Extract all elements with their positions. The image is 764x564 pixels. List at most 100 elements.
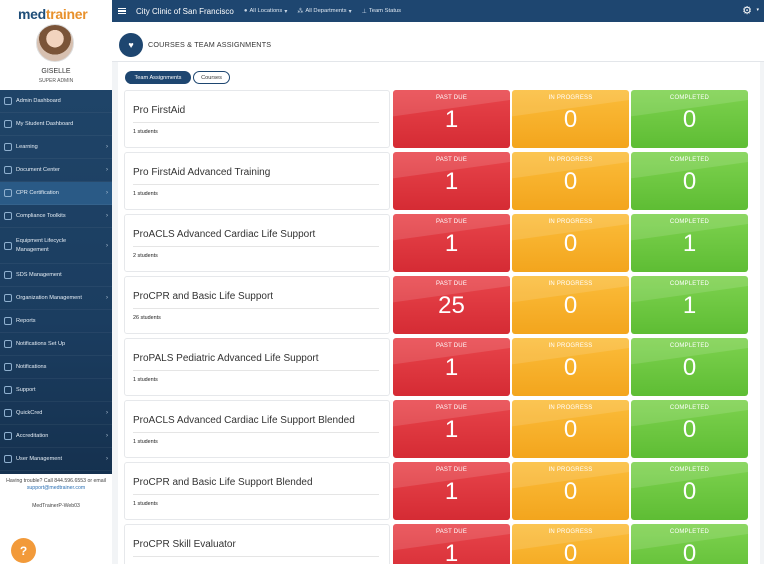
past-due-tile[interactable]: PAST DUE 1 [393, 214, 510, 272]
sidebar-item-quickcred[interactable]: QuickCred › [0, 402, 112, 425]
chevron-right-icon: › [106, 295, 108, 301]
completed-tile[interactable]: COMPLETED 1 [631, 214, 748, 272]
sidebar-item-accreditation[interactable]: Accreditation › [0, 425, 112, 448]
chevron-right-icon: › [106, 410, 108, 416]
clinic-selector[interactable]: City Clinic of San Francisco [136, 6, 234, 16]
in-progress-tile[interactable]: IN PROGRESS 0 [512, 90, 629, 148]
sidebar-item-document-center[interactable]: Document Center › [0, 159, 112, 182]
in-progress-label: IN PROGRESS [548, 157, 593, 163]
completed-label: COMPLETED [669, 467, 710, 473]
course-card[interactable]: Pro FirstAid 1 students [124, 90, 390, 148]
past-due-count: 1 [444, 354, 459, 381]
course-name: ProCPR Skill Evaluator [133, 539, 236, 550]
student-count: 1 students [133, 191, 158, 197]
course-card[interactable]: ProPALS Pediatric Advanced Life Support 1… [124, 338, 390, 396]
sidebar-item-my-student-dashboard[interactable]: My Student Dashboard [0, 113, 112, 136]
sidebar-item-learning[interactable]: Learning › [0, 136, 112, 159]
in-progress-label: IN PROGRESS [548, 95, 593, 101]
past-due-tile[interactable]: PAST DUE 1 [393, 338, 510, 396]
hamburger-menu-icon[interactable] [118, 7, 126, 15]
in-progress-count: 0 [563, 540, 578, 564]
sidebar-item-label: User Management [16, 455, 63, 462]
in-progress-tile[interactable]: IN PROGRESS 0 [512, 152, 629, 210]
chevron-down-icon: ▾ [348, 8, 352, 15]
bell-icon [4, 363, 12, 371]
support-email-link[interactable]: support@medtrainer.com [26, 485, 86, 492]
sidebar-item-user-management[interactable]: User Management › [0, 448, 112, 471]
in-progress-tile[interactable]: IN PROGRESS 0 [512, 338, 629, 396]
in-progress-count: 0 [563, 354, 578, 381]
sidebar-item-support[interactable]: Support [0, 379, 112, 402]
course-card[interactable]: Pro FirstAid Advanced Training 1 students [124, 152, 390, 210]
in-progress-tile[interactable]: IN PROGRESS 0 [512, 276, 629, 334]
sidebar-item-label: Equipment Lifecycle Management [16, 237, 67, 253]
past-due-tile[interactable]: PAST DUE 1 [393, 400, 510, 458]
gear-icon[interactable]: ⚙ [742, 5, 752, 17]
past-due-tile[interactable]: PAST DUE 1 [393, 90, 510, 148]
medtrainer-logo[interactable]: medtrainer [18, 6, 88, 22]
divider [133, 122, 379, 123]
chevron-right-icon: › [106, 242, 108, 249]
course-card[interactable]: ProCPR and Basic Life Support Blended 1 s… [124, 462, 390, 520]
course-card[interactable]: ProCPR Skill Evaluator [124, 524, 390, 564]
chevron-right-icon: › [106, 433, 108, 439]
course-name: Pro FirstAid [133, 105, 186, 116]
chevron-right-icon: › [106, 144, 108, 150]
help-button[interactable]: ? [11, 538, 36, 563]
chevron-down-icon: ▾ [284, 8, 288, 15]
in-progress-count: 0 [563, 230, 578, 257]
chevron-down-icon[interactable]: ▾ [756, 7, 759, 13]
student-icon [4, 120, 12, 128]
course-row: ProPALS Pediatric Advanced Life Support 1… [124, 338, 748, 396]
course-row: ProACLS Advanced Cardiac Life Support Bl… [124, 400, 748, 458]
in-progress-count: 0 [563, 292, 578, 319]
completed-tile[interactable]: COMPLETED 0 [631, 90, 748, 148]
users-icon [4, 455, 12, 463]
sidebar-item-label: QuickCred [16, 409, 43, 416]
in-progress-tile[interactable]: IN PROGRESS 0 [512, 524, 629, 564]
completed-tile[interactable]: COMPLETED 1 [631, 276, 748, 334]
completed-tile[interactable]: COMPLETED 0 [631, 524, 748, 564]
top-bar: City Clinic of San Francisco ● All Locat… [112, 0, 764, 22]
completed-tile[interactable]: COMPLETED 0 [631, 152, 748, 210]
in-progress-tile[interactable]: IN PROGRESS 0 [512, 400, 629, 458]
in-progress-tile[interactable]: IN PROGRESS 0 [512, 214, 629, 272]
course-card[interactable]: ProCPR and Basic Life Support 26 students [124, 276, 390, 334]
sidebar-item-notifications[interactable]: Notifications [0, 356, 112, 379]
tab-team-assignments[interactable]: Team Assignments [125, 71, 191, 84]
team-status-link[interactable]: ⊥ Team Status [362, 8, 401, 15]
departments-dropdown[interactable]: ⁂ All Departments ▾ [297, 8, 351, 15]
departments-label: All Departments [305, 8, 347, 14]
completed-count: 1 [682, 292, 697, 319]
sidebar-item-sds-management[interactable]: SDS Management [0, 264, 112, 287]
in-progress-tile[interactable]: IN PROGRESS 0 [512, 462, 629, 520]
past-due-count: 1 [444, 230, 459, 257]
past-due-tile[interactable]: PAST DUE 25 [393, 276, 510, 334]
course-card[interactable]: ProACLS Advanced Cardiac Life Support Bl… [124, 400, 390, 458]
completed-tile[interactable]: COMPLETED 0 [631, 462, 748, 520]
sds-icon [4, 271, 12, 279]
divider [133, 432, 379, 433]
tab-courses[interactable]: Courses [193, 71, 230, 84]
sidebar-nav: Admin Dashboard My Student Dashboard Learn… [0, 90, 112, 474]
sidebar-item-notifications-set-up[interactable]: Notifications Set Up [0, 333, 112, 356]
completed-count: 0 [682, 354, 697, 381]
completed-tile[interactable]: COMPLETED 0 [631, 338, 748, 396]
locations-dropdown[interactable]: ● All Locations ▾ [244, 8, 288, 15]
in-progress-label: IN PROGRESS [548, 219, 593, 225]
team-status-label: Team Status [368, 8, 402, 14]
sidebar-item-reports[interactable]: Reports [0, 310, 112, 333]
sidebar-item-equipment-lifecycle-management[interactable]: Equipment Lifecycle Management › [0, 228, 112, 264]
sidebar-item-compliance-toolkits[interactable]: Compliance Toolkits › [0, 205, 112, 228]
in-progress-label: IN PROGRESS [548, 343, 593, 349]
past-due-tile[interactable]: PAST DUE 1 [393, 462, 510, 520]
completed-tile[interactable]: COMPLETED 0 [631, 400, 748, 458]
sidebar-item-cpr-certification[interactable]: CPR Certification › [0, 182, 112, 205]
course-card[interactable]: ProACLS Advanced Cardiac Life Support 2 s… [124, 214, 390, 272]
avatar[interactable] [36, 24, 74, 62]
past-due-tile[interactable]: PAST DUE 1 [393, 152, 510, 210]
sidebar-item-admin-dashboard[interactable]: Admin Dashboard [0, 90, 112, 113]
sidebar-item-organization-management[interactable]: Organization Management › [0, 287, 112, 310]
sidebar-item-label: My Student Dashboard [16, 120, 74, 127]
past-due-tile[interactable]: PAST DUE 1 [393, 524, 510, 564]
